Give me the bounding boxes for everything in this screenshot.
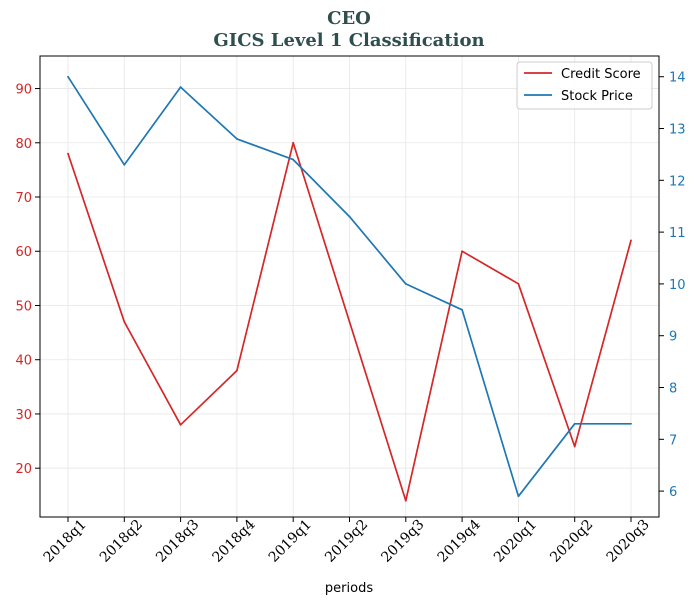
x-tick-label: 2018q3 xyxy=(153,517,202,566)
right-tick-label: 7 xyxy=(669,433,677,448)
left-tick-label: 80 xyxy=(15,137,32,152)
left-tick-label: 60 xyxy=(15,245,32,260)
left-tick-label: 70 xyxy=(15,191,32,206)
data-point xyxy=(405,283,407,285)
chart-subtitle: GICS Level 1 Classification xyxy=(213,30,484,51)
x-tick-label: 2020q3 xyxy=(604,517,653,566)
data-point xyxy=(67,76,69,78)
right-tick-label: 12 xyxy=(669,174,686,189)
data-point xyxy=(461,250,463,252)
x-tick-label: 2019q3 xyxy=(378,517,427,566)
data-point xyxy=(292,142,294,144)
right-tick-label: 13 xyxy=(669,123,686,138)
legend-label: Stock Price xyxy=(561,89,633,104)
left-tick-label: 50 xyxy=(15,299,32,314)
right-tick-label: 9 xyxy=(669,330,677,345)
x-tick-label: 2018q1 xyxy=(41,517,90,566)
grid xyxy=(40,56,659,517)
right-tick-label: 6 xyxy=(669,485,677,500)
data-point xyxy=(123,164,125,166)
x-tick-label: 2018q2 xyxy=(97,517,146,566)
data-point xyxy=(180,424,182,426)
data-point xyxy=(236,138,238,140)
data-point xyxy=(292,159,294,161)
x-tick-label: 2018q4 xyxy=(209,517,258,566)
left-tick-label: 40 xyxy=(15,354,32,369)
left-tick-label: 90 xyxy=(15,83,32,98)
right-tick-label: 8 xyxy=(669,382,677,397)
x-axis: 2018q1 2018q2 2018q3 2018q4 2019q1 2019q2 2019… xyxy=(41,517,653,566)
data-point xyxy=(67,153,69,155)
data-point xyxy=(630,423,632,425)
x-tick-label: 2020q1 xyxy=(491,517,540,566)
data-point xyxy=(630,240,632,242)
data-point xyxy=(461,309,463,311)
data-point xyxy=(236,370,238,372)
data-point xyxy=(518,283,520,285)
data-point xyxy=(574,423,576,425)
x-tick-label: 2019q1 xyxy=(266,517,315,566)
x-tick-label: 2019q2 xyxy=(322,517,371,566)
right-tick-label: 14 xyxy=(669,71,686,86)
x-axis-label: periods xyxy=(325,581,373,596)
left-tick-label: 30 xyxy=(15,408,32,423)
legend: Credit Score Stock Price xyxy=(517,62,652,109)
data-point xyxy=(405,500,407,502)
data-point xyxy=(180,86,182,88)
data-point xyxy=(123,321,125,323)
right-tick-label: 11 xyxy=(669,226,686,241)
right-axis: 6 7 8 9 10 11 12 13 14 xyxy=(659,71,686,500)
data-point xyxy=(349,321,351,323)
x-tick-label: 2020q2 xyxy=(547,517,596,566)
x-tick-label: 2019q4 xyxy=(435,517,484,566)
left-tick-label: 20 xyxy=(15,462,32,477)
legend-label: Credit Score xyxy=(561,67,641,82)
data-point xyxy=(574,446,576,448)
data-point xyxy=(349,216,351,218)
right-tick-label: 10 xyxy=(669,278,686,293)
data-point xyxy=(518,495,520,497)
chart-title: CEO xyxy=(327,8,371,29)
left-axis: 20 30 40 50 60 70 80 90 xyxy=(15,83,40,478)
